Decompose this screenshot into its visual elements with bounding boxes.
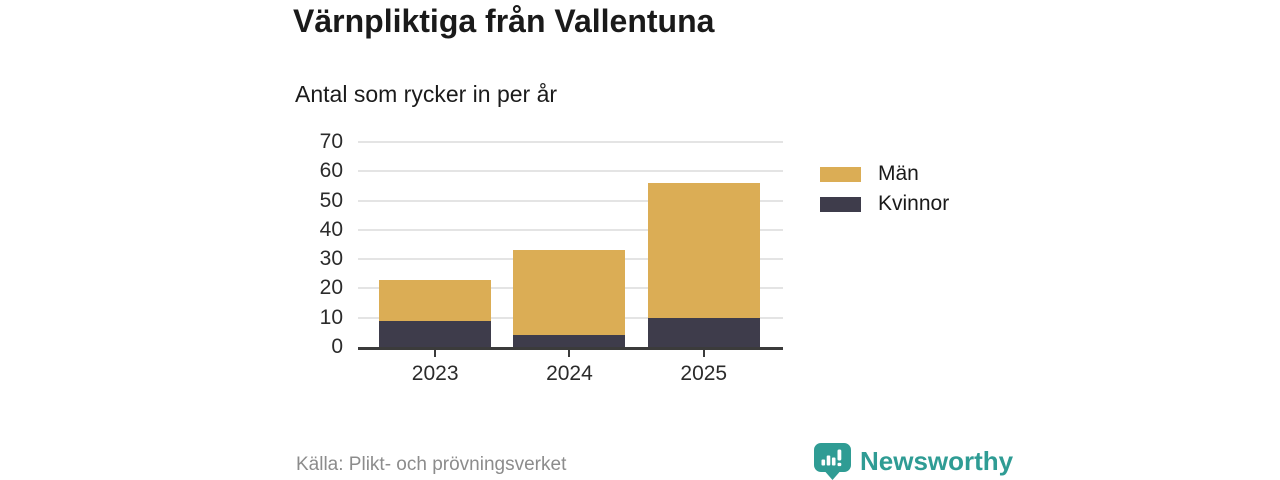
x-axis-tick-label: 2025 xyxy=(680,362,728,385)
gridline xyxy=(358,141,783,143)
x-axis-line xyxy=(358,347,783,350)
x-axis-tick-mark xyxy=(702,350,705,357)
bar-segment-2024-Män xyxy=(513,250,626,336)
source-caption: Källa: Plikt- och prövningsverket xyxy=(296,454,567,475)
bar-segment-2025-Män xyxy=(647,183,760,318)
y-axis-tick-label: 20 xyxy=(319,276,343,300)
legend-label: Kvinnor xyxy=(878,192,950,215)
legend-swatch xyxy=(820,196,861,212)
legend-label: Män xyxy=(878,162,919,185)
y-axis-tick-label: 10 xyxy=(319,305,343,329)
newsworthy-icon xyxy=(814,443,851,480)
gridline xyxy=(358,199,783,202)
y-axis-tick-label: 40 xyxy=(319,217,343,241)
legend-swatch xyxy=(820,166,861,182)
bar-segment-2023-Män xyxy=(379,279,492,321)
legend-item-Kvinnor: Kvinnor xyxy=(820,192,949,216)
x-axis-tick-mark xyxy=(568,350,571,357)
y-axis-tick-label: 0 xyxy=(331,335,343,358)
x-axis-tick-label: 2023 xyxy=(411,362,459,385)
x-axis-tick-mark xyxy=(434,350,437,357)
gridline xyxy=(358,228,783,231)
y-axis-tick-label: 30 xyxy=(319,247,343,271)
y-axis-tick-label: 70 xyxy=(319,130,343,153)
stacked-bar-chart: 0 10 20 30 40 50 60 70 2023 2024 2025 xyxy=(293,130,993,395)
y-axis-tick-label: 50 xyxy=(319,188,343,212)
brand-name: Newsworthy xyxy=(860,446,1014,476)
chart-title: Värnpliktiga från Vallentuna xyxy=(293,3,715,39)
x-axis-tick-label: 2024 xyxy=(546,362,593,385)
bar-segment-2023-Kvinnor xyxy=(379,320,492,347)
gridline xyxy=(358,170,783,173)
bar-segment-2025-Kvinnor xyxy=(647,317,760,347)
chart-legend: Män Kvinnor xyxy=(820,162,949,222)
legend-item-Män: Män xyxy=(820,162,949,186)
bar-segment-2024-Kvinnor xyxy=(513,335,626,347)
chart-subtitle: Antal som rycker in per år xyxy=(295,81,558,107)
brand-logo: Newsworthy xyxy=(814,443,1013,480)
y-axis-tick-label: 60 xyxy=(319,159,343,183)
